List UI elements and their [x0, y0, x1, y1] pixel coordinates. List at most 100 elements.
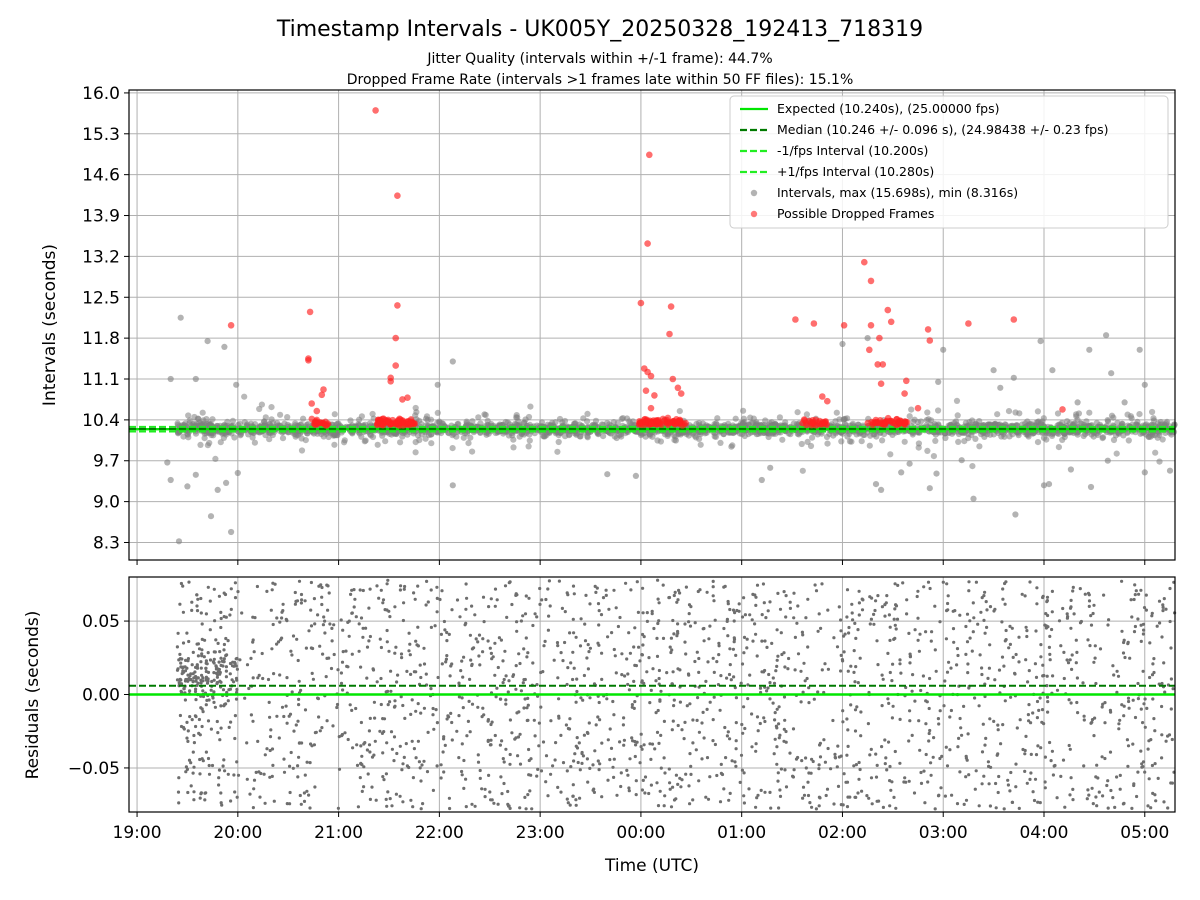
interval-point	[1090, 433, 1097, 440]
residual-point	[194, 687, 198, 691]
residual-point	[422, 662, 427, 666]
residual-point	[416, 584, 420, 588]
residual-point	[672, 704, 676, 708]
residual-point	[212, 700, 216, 705]
residual-point	[994, 781, 998, 786]
interval-outlier-point	[872, 481, 880, 488]
residual-point	[379, 645, 383, 650]
dropped-frame-point	[914, 404, 922, 412]
residual-point	[983, 743, 987, 747]
interval-point	[906, 413, 913, 420]
residual-point	[209, 727, 213, 731]
residual-point	[880, 704, 884, 708]
residual-point	[618, 615, 622, 620]
residual-point	[537, 744, 541, 748]
residual-point	[245, 663, 250, 667]
residual-point	[470, 663, 474, 668]
residual-point	[853, 795, 857, 799]
dropped-frame-point	[884, 306, 892, 314]
residual-point	[353, 597, 357, 601]
residual-point	[224, 669, 228, 673]
residual-point	[1144, 608, 1148, 612]
residual-point	[1136, 617, 1140, 621]
interval-outlier-point	[1074, 399, 1081, 406]
residual-point	[948, 748, 952, 752]
residual-point	[323, 619, 327, 623]
residual-point	[672, 698, 676, 702]
interval-point	[236, 420, 243, 427]
residual-point	[614, 671, 618, 675]
interval-point	[467, 434, 474, 441]
residual-point	[193, 689, 198, 694]
residual-point	[457, 714, 461, 718]
residual-point	[1045, 684, 1049, 688]
residual-point	[481, 637, 485, 641]
residual-point	[672, 593, 676, 598]
residual-point	[263, 753, 267, 757]
residual-point	[600, 651, 604, 655]
residual-point	[711, 594, 715, 598]
residual-point	[419, 711, 423, 715]
residual-point	[585, 730, 590, 735]
residual-point	[999, 742, 1003, 746]
residual-point	[235, 687, 239, 692]
residual-point	[966, 732, 970, 736]
residual-point	[424, 672, 428, 676]
residual-point	[1068, 747, 1072, 751]
interval-point	[807, 442, 815, 450]
residual-point	[820, 668, 824, 672]
residual-point	[223, 769, 227, 773]
residual-point	[219, 726, 223, 730]
residual-point	[448, 806, 452, 811]
residual-point	[295, 637, 299, 641]
residual-point	[470, 604, 474, 608]
residual-point	[606, 738, 610, 742]
residual-point	[221, 688, 226, 692]
residual-point	[492, 801, 496, 805]
residual-point	[263, 801, 267, 805]
residual-point	[817, 804, 821, 808]
residual-point	[574, 798, 578, 802]
residual-point	[321, 652, 325, 656]
residual-point	[585, 757, 590, 761]
residual-point	[425, 770, 430, 774]
residual-point	[747, 787, 751, 791]
residual-point	[188, 689, 192, 693]
residual-point	[974, 580, 979, 584]
residual-point	[335, 702, 340, 707]
residual-point	[388, 700, 392, 704]
residual-point	[190, 718, 194, 722]
residual-point	[893, 623, 897, 627]
residual-point	[657, 668, 662, 673]
residual-point	[280, 705, 285, 709]
residual-point	[461, 675, 465, 679]
interval-outlier-point	[449, 358, 456, 365]
residual-point	[408, 653, 412, 657]
residual-point	[1130, 806, 1134, 811]
residual-point	[388, 615, 392, 619]
residual-point	[1141, 760, 1146, 764]
residual-point	[490, 720, 494, 724]
residual-point	[176, 667, 180, 671]
residual-point	[769, 806, 773, 810]
residual-point	[1010, 800, 1014, 805]
residual-point	[268, 748, 272, 753]
residual-point	[1049, 759, 1053, 763]
interval-point	[453, 433, 460, 440]
dropped-frame-point	[319, 419, 327, 427]
interval-outlier-point	[223, 479, 230, 486]
residual-point	[698, 588, 702, 592]
y-tick-label: 15.3	[82, 125, 120, 145]
interval-point	[1026, 421, 1033, 428]
chart-subtitle-dropped: Dropped Frame Rate (intervals >1 frames …	[347, 72, 854, 88]
residual-point	[919, 781, 924, 786]
residual-point	[298, 741, 302, 745]
residual-point	[442, 770, 446, 774]
residual-point	[960, 733, 964, 737]
residual-point	[1147, 739, 1151, 743]
residual-point	[208, 658, 213, 662]
residual-point	[723, 725, 727, 730]
residual-point	[965, 612, 970, 616]
interval-point	[237, 431, 245, 438]
residual-point	[572, 631, 576, 635]
